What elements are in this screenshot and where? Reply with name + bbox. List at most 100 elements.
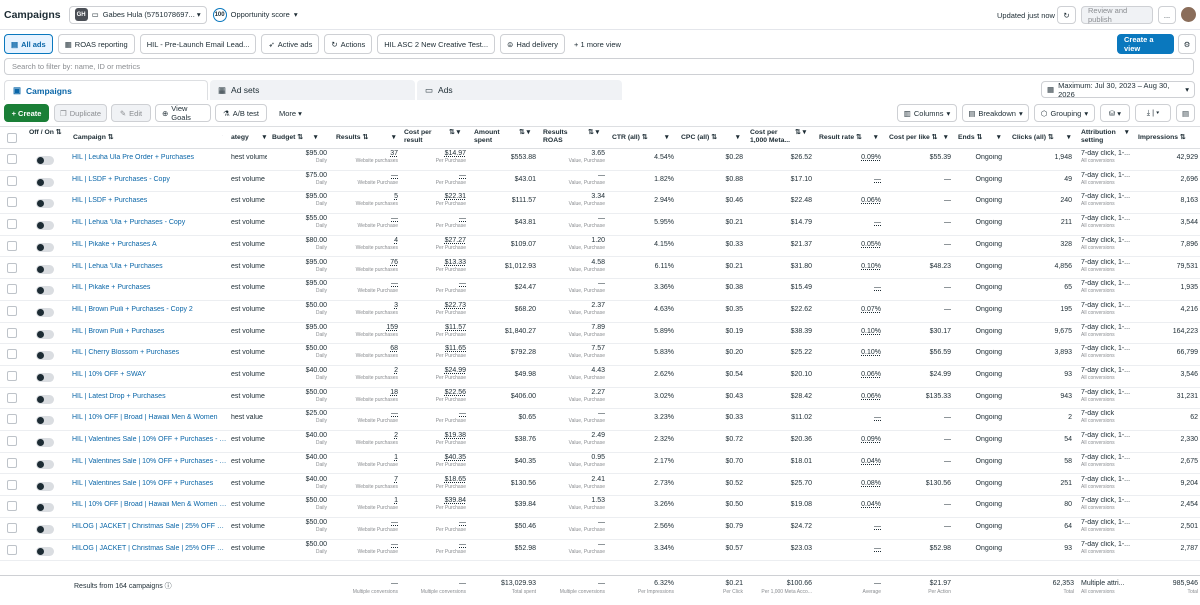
- cell-results[interactable]: 37 Website purchases: [336, 150, 398, 164]
- row-checkbox[interactable]: [7, 327, 17, 338]
- cell-rate[interactable]: 0.06%: [819, 393, 881, 400]
- cell-results[interactable]: — Website Purchase: [336, 410, 398, 424]
- create-button[interactable]: + Create: [4, 104, 49, 122]
- table-row[interactable]: HIL | LSDF + Purchases - Copy est volume $…: [0, 171, 1200, 193]
- table-row[interactable]: HIL | Lehua 'Ula + Purchases - Copy est v…: [0, 214, 1200, 236]
- campaign-toggle[interactable]: [36, 286, 54, 296]
- cell-results[interactable]: — Website Purchase: [336, 172, 398, 186]
- grouping-button[interactable]: ⬡ Grouping ▾: [1034, 104, 1095, 122]
- cell-results[interactable]: 159 Website purchases: [336, 324, 398, 338]
- cell-rate[interactable]: 0.10%: [819, 349, 881, 356]
- row-checkbox[interactable]: [7, 371, 17, 381]
- row-checkbox[interactable]: [7, 240, 17, 251]
- campaign-name-link[interactable]: HIL | 10% OFF | Broad | Hawaii Men & Wom…: [72, 501, 227, 509]
- campaign-toggle[interactable]: [36, 373, 54, 382]
- campaign-name-link[interactable]: HIL | Leuha Ula Pre Order + Purchases: [72, 154, 194, 161]
- account-selector[interactable]: GH ▭ Gabes Hula (5751078697... ▾: [68, 5, 207, 24]
- cell-cpr[interactable]: — Per Purchase: [404, 280, 466, 294]
- opportunity-score[interactable]: 100 Opportunity score ▾: [212, 7, 298, 22]
- table-row[interactable]: HILOG | JACKET | Christmas Sale | 25% OF…: [0, 518, 1200, 540]
- cell-results[interactable]: 1 Website Purchase: [336, 497, 398, 511]
- col-cost-per-like[interactable]: Cost per like ⇅ ▾: [889, 134, 948, 141]
- campaign-toggle[interactable]: [36, 459, 54, 469]
- cell-cpr[interactable]: — Per Purchase: [404, 541, 466, 555]
- cell-cpr[interactable]: $11.65 Per Purchase: [404, 345, 466, 359]
- campaign-name-link[interactable]: HIL | Latest Drop + Purchases: [72, 392, 166, 400]
- cell-rate[interactable]: —: [819, 414, 881, 421]
- row-checkbox[interactable]: [7, 479, 17, 490]
- rules-button[interactable]: ⛁ ▾: [1100, 104, 1130, 122]
- cell-cpr[interactable]: $22.73 Per Purchase: [404, 302, 466, 316]
- row-checkbox[interactable]: [7, 544, 17, 555]
- cell-results[interactable]: 4 Website purchases: [336, 237, 398, 251]
- export-button[interactable]: ⤓ | ▾: [1135, 104, 1171, 122]
- cell-results[interactable]: — Website Purchase: [336, 280, 398, 294]
- cell-cpr[interactable]: $19.38 Per Purchase: [404, 432, 466, 446]
- cell-rate[interactable]: 0.09%: [819, 436, 881, 443]
- campaign-toggle[interactable]: [36, 416, 54, 426]
- col-off-on[interactable]: Off / On ⇅: [29, 129, 62, 136]
- campaign-toggle[interactable]: [36, 351, 54, 361]
- view-had-delivery[interactable]: ⊜ Had delivery: [500, 34, 566, 54]
- cell-cpr[interactable]: — Per Purchase: [404, 172, 466, 186]
- view-active-ads[interactable]: ➶ Active ads: [261, 34, 320, 54]
- cell-rate[interactable]: 0.06%: [819, 197, 881, 204]
- campaign-toggle[interactable]: [36, 546, 54, 556]
- cell-cpr[interactable]: $27.27 Per Purchase: [404, 237, 466, 251]
- col-cpm[interactable]: Cost per ⇅ ▾ 1,000 Meta...: [750, 129, 806, 144]
- table-row[interactable]: HIL | Valentines Sale | 10% OFF + Purcha…: [0, 475, 1200, 497]
- table-row[interactable]: HIL | Lehua 'Ula + Purchases est volume $9…: [0, 258, 1200, 280]
- ab-test-button[interactable]: ⚗ A/B test: [215, 104, 267, 122]
- campaign-name-link[interactable]: HIL | LSDF + Purchases: [72, 197, 148, 205]
- refresh-button[interactable]: ↻: [1057, 6, 1076, 24]
- col-cpc[interactable]: CPC (all) ⇅ ▾: [681, 134, 740, 141]
- view-actions[interactable]: ↻ Actions: [324, 34, 373, 54]
- search-input[interactable]: Search to filter by: name, ID or metrics: [4, 58, 1194, 75]
- row-checkbox[interactable]: [7, 522, 17, 533]
- more-dropdown[interactable]: More ▾: [279, 108, 302, 118]
- cell-rate[interactable]: 0.10%: [819, 328, 881, 335]
- campaign-toggle[interactable]: [36, 156, 54, 165]
- col-budget[interactable]: Budget ⇅ ▾: [272, 134, 318, 141]
- cell-cpr[interactable]: — Per Purchase: [404, 519, 466, 533]
- table-row[interactable]: HIL | Pikake + Purchases A est volume $80.…: [0, 236, 1200, 258]
- campaign-name-link[interactable]: HIL | Brown Puili + Purchases - Copy 2: [72, 305, 193, 313]
- cell-cpr[interactable]: $11.57 Per Purchase: [404, 324, 466, 338]
- row-checkbox[interactable]: [7, 262, 17, 273]
- cell-rate[interactable]: 0.09%: [819, 154, 881, 161]
- campaign-toggle[interactable]: [36, 503, 54, 513]
- campaign-toggle[interactable]: [36, 199, 54, 209]
- tab-ads[interactable]: ▭ Ads: [417, 80, 622, 100]
- review-publish-button[interactable]: Review and publish: [1081, 6, 1153, 24]
- cell-rate[interactable]: —: [819, 284, 881, 291]
- campaign-name-link[interactable]: HILOG | JACKET | Christmas Sale | 25% OF…: [72, 544, 227, 552]
- select-all-checkbox[interactable]: [7, 133, 17, 143]
- col-ends[interactable]: Ends ⇅ ▾: [958, 134, 1001, 141]
- cell-cpr[interactable]: $22.56 Per Purchase: [404, 389, 466, 403]
- campaign-name-link[interactable]: HIL | Pikake + Purchases: [72, 284, 151, 292]
- campaign-name-link[interactable]: HIL | Pikake + Purchases A: [72, 240, 157, 248]
- cell-rate[interactable]: 0.10%: [819, 263, 881, 270]
- more-views-button[interactable]: + 1 more view: [574, 39, 621, 49]
- cell-cpr[interactable]: $18.65 Per Purchase: [404, 476, 466, 490]
- campaign-name-link[interactable]: HIL | Valentines Sale | 10% OFF + Purcha…: [72, 479, 214, 487]
- table-row[interactable]: HIL | 10% OFF + SWAY est volume $40.00 Dail…: [0, 366, 1200, 388]
- campaign-toggle[interactable]: [36, 242, 54, 252]
- cell-cpr[interactable]: $40.35 Per Purchase: [404, 454, 466, 468]
- cell-rate[interactable]: 0.08%: [819, 480, 881, 487]
- table-row[interactable]: HIL | 10% OFF | Broad | Hawaii Men & Wom…: [0, 409, 1200, 432]
- campaign-name-link[interactable]: HILOG | JACKET | Christmas Sale | 25% OF…: [72, 522, 227, 530]
- cell-results[interactable]: — Website Purchase: [336, 519, 398, 533]
- campaign-name-link[interactable]: HIL | Cherry Blossom + Purchases: [72, 349, 180, 357]
- table-row[interactable]: HIL | Leuha Ula Pre Order + Purchases hes…: [0, 149, 1200, 171]
- row-checkbox[interactable]: [7, 197, 17, 208]
- col-clicks[interactable]: Clicks (all) ⇅ ▾: [1012, 134, 1071, 141]
- col-result-rate[interactable]: Result rate ⇅ ▾: [819, 134, 878, 141]
- campaign-name-link[interactable]: HIL | Lehua 'Ula + Purchases: [72, 262, 163, 270]
- campaign-toggle[interactable]: [36, 524, 54, 534]
- cell-cpr[interactable]: — Per Purchase: [404, 215, 466, 229]
- col-amount-spent[interactable]: Amount ⇅ ▾ spent: [474, 129, 530, 144]
- col-bid-strategy[interactable]: ategy ▾: [231, 134, 267, 141]
- cell-results[interactable]: — Website Purchase: [336, 541, 398, 555]
- campaign-toggle[interactable]: [36, 438, 54, 448]
